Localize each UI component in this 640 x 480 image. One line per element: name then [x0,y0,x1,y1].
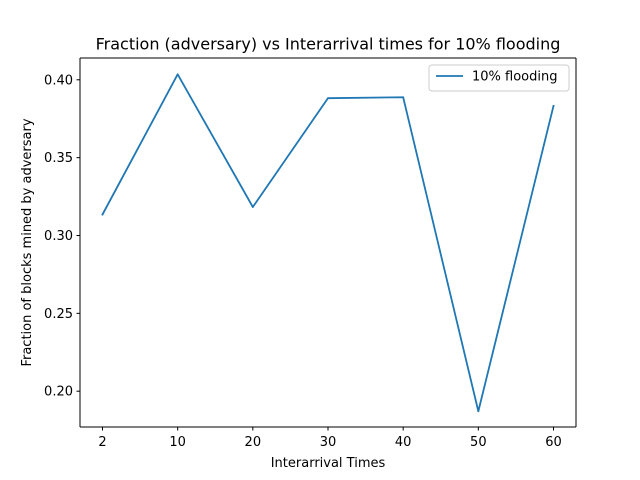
x-tick-label: 50 [470,435,487,450]
x-tick-label: 10 [169,435,186,450]
y-tick-label: 0.30 [44,229,73,244]
x-tick-label: 2 [98,435,106,450]
y-axis-ticks: 0.20 0.25 0.30 0.35 0.40 [44,73,80,400]
data-point [101,213,104,216]
x-tick-label: 60 [545,435,562,450]
x-tick-label: 30 [320,435,337,450]
x-tick-label: 20 [245,435,262,450]
x-tick-label: 40 [395,435,412,450]
data-point [402,96,405,99]
y-tick-label: 0.40 [44,73,73,88]
legend-label-10-percent-flooding: 10% flooding [472,70,557,85]
data-point [477,410,480,413]
y-tick-label: 0.25 [44,307,73,322]
legend-box [428,64,570,92]
data-point [552,105,555,107]
x-axis-label: Interarrival Times [271,456,386,471]
y-axis-label: Fraction of blocks mined by adversary [20,118,35,366]
data-point [327,97,329,100]
data-point [251,206,254,208]
series-points [101,73,555,413]
y-tick-label: 0.35 [44,151,73,166]
chart-title: Fraction (adversary) vs Interarrival tim… [96,35,561,54]
legend: 10% flooding [428,64,570,92]
plot-area [80,58,576,427]
x-axis-ticks: 2 10 20 30 40 50 60 [98,427,562,450]
data-point [176,73,179,76]
y-tick-label: 0.20 [44,385,73,400]
